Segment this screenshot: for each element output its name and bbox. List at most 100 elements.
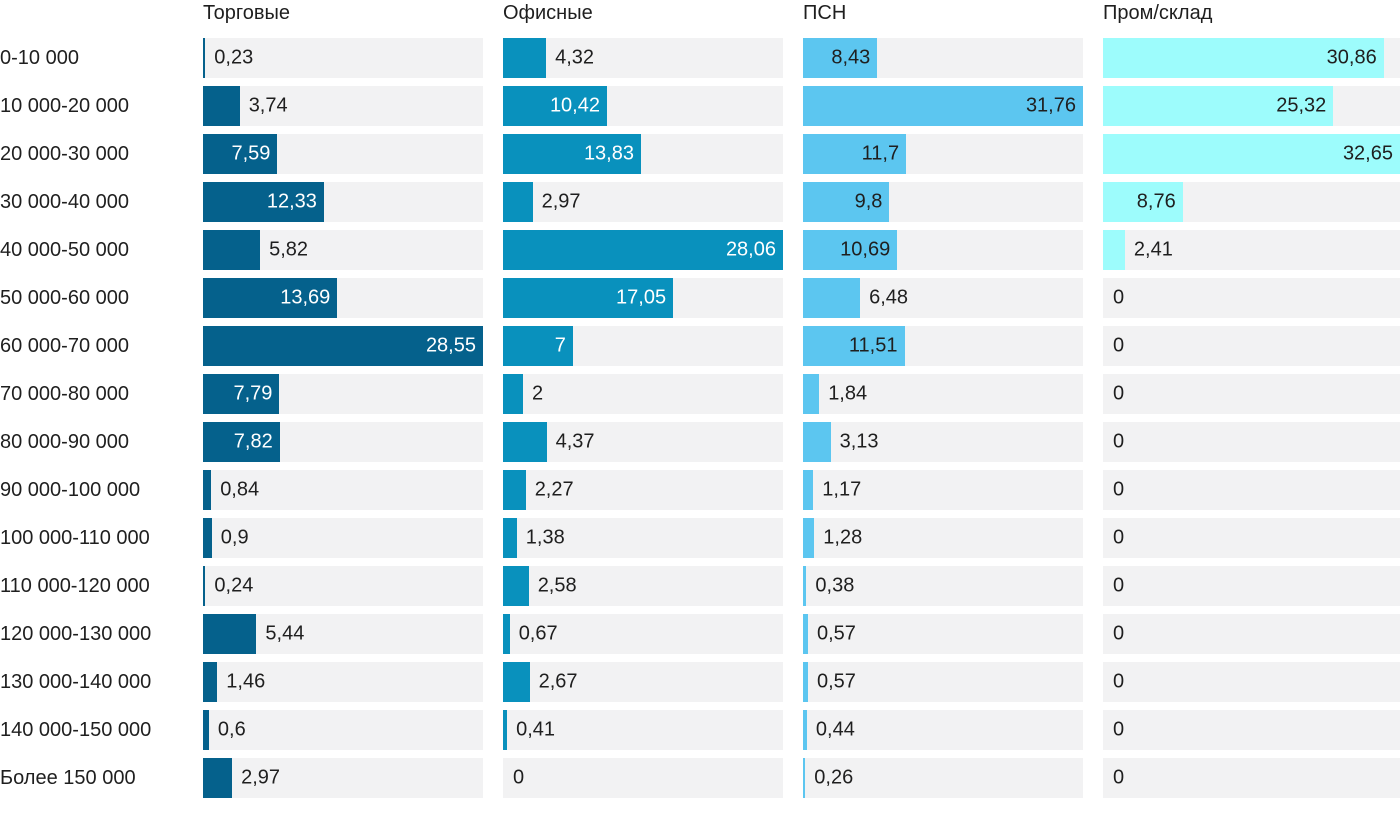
- value-label: 0,38: [815, 574, 855, 597]
- value-label: 2,41: [1133, 238, 1173, 261]
- bar: [203, 326, 483, 366]
- bar-track: 4,32: [503, 38, 783, 78]
- value-label: 2,58: [537, 574, 577, 597]
- bar: [503, 38, 547, 78]
- value-label: 30,86: [1326, 46, 1377, 69]
- category-label: 50 000-60 000: [0, 286, 130, 309]
- value-label: 0: [1113, 478, 1125, 501]
- bar: [803, 230, 898, 270]
- bar-track: 13,69: [203, 278, 483, 318]
- value-label: 2: [532, 382, 544, 405]
- bar-track: 0: [1103, 710, 1400, 750]
- bar-track: 0: [1103, 326, 1400, 366]
- bar: [503, 86, 607, 126]
- bar-track: 7: [503, 326, 783, 366]
- bar-track: 0: [1103, 566, 1400, 606]
- bar-track: 25,32: [1103, 86, 1400, 126]
- value-label: 32,65: [1342, 142, 1393, 165]
- chart-rows: 0-10 000 0,23 4,32 8,43 30,86 10 000-20 000 3,…: [0, 38, 1400, 798]
- column-header-psn: ПСН: [803, 2, 847, 24]
- bar-track: 7,59: [203, 134, 483, 174]
- bar-track: 2,27: [503, 470, 783, 510]
- bar-track: 17,05: [503, 278, 783, 318]
- bar-track: 1,46: [203, 662, 483, 702]
- chart-row: 90 000-100 000 0,84 2,27 1,17 0: [0, 470, 1400, 510]
- category-label: 70 000-80 000: [0, 382, 130, 405]
- bar: [503, 326, 573, 366]
- bar: [503, 566, 529, 606]
- bar-track: 0: [1103, 374, 1400, 414]
- bar-track: 4,37: [503, 422, 783, 462]
- value-label: 2,97: [541, 190, 581, 213]
- bar: [203, 86, 240, 126]
- column-headers: Торговые Офисные ПСН Пром/склад: [0, 0, 1400, 38]
- value-label: 0: [1113, 286, 1125, 309]
- bar-track: 1,17: [803, 470, 1083, 510]
- bar: [803, 326, 905, 366]
- bar: [1103, 182, 1183, 222]
- value-label: 28,06: [725, 238, 776, 261]
- value-label: 0: [513, 766, 525, 789]
- bar: [203, 230, 261, 270]
- bar-track: 2: [503, 374, 783, 414]
- bar-track: 12,33: [203, 182, 483, 222]
- chart-row: 80 000-90 000 7,82 4,37 3,13 0: [0, 422, 1400, 462]
- value-label: 28,55: [425, 334, 476, 357]
- chart-row: 20 000-30 000 7,59 13,83 11,7 32,65: [0, 134, 1400, 174]
- bar: [503, 182, 533, 222]
- column-header-prom-sklad: Пром/склад: [1103, 2, 1213, 24]
- value-label: 17,05: [616, 286, 667, 309]
- value-label: 7: [554, 334, 566, 357]
- value-label: 0,9: [220, 526, 249, 549]
- category-label: 40 000-50 000: [0, 238, 130, 261]
- bar: [803, 134, 907, 174]
- bar-track: 0: [1103, 614, 1400, 654]
- bar: [803, 758, 806, 798]
- bar-track: 0: [1103, 518, 1400, 558]
- bar-track: 3,74: [203, 86, 483, 126]
- chart-row: 70 000-80 000 7,79 2 1,84 0: [0, 374, 1400, 414]
- bar-track: 0,84: [203, 470, 483, 510]
- category-label: 10 000-20 000: [0, 94, 130, 117]
- value-label: 2,67: [538, 670, 578, 693]
- value-label: 0: [1113, 334, 1125, 357]
- category-label: 110 000-120 000: [0, 574, 150, 597]
- bar-track: 11,7: [803, 134, 1083, 174]
- value-label: 1,38: [525, 526, 565, 549]
- value-label: 5,44: [265, 622, 305, 645]
- category-label: 30 000-40 000: [0, 190, 130, 213]
- bar: [1103, 230, 1125, 270]
- value-label: 0: [1113, 766, 1125, 789]
- bar-track: 9,8: [803, 182, 1083, 222]
- bar-track: 0,23: [203, 38, 483, 78]
- bar: [203, 614, 257, 654]
- value-label: 0,23: [214, 46, 254, 69]
- value-label: 12,33: [266, 190, 317, 213]
- bar-track: 0,6: [203, 710, 483, 750]
- bar: [803, 86, 1083, 126]
- chart-row: 40 000-50 000 5,82 28,06 10,69 2,41: [0, 230, 1400, 270]
- value-label: 3,13: [839, 430, 879, 453]
- bar: [203, 662, 218, 702]
- value-label: 0: [1113, 382, 1125, 405]
- category-label: 60 000-70 000: [0, 334, 130, 357]
- value-label: 0: [1113, 718, 1125, 741]
- bar: [203, 182, 324, 222]
- value-label: 2,97: [241, 766, 281, 789]
- value-label: 7,59: [231, 142, 271, 165]
- value-label: 0,57: [817, 622, 856, 645]
- bar: [203, 278, 338, 318]
- bar: [503, 422, 547, 462]
- bar-track: 0,57: [803, 614, 1083, 654]
- bar-track: 0,9: [203, 518, 483, 558]
- value-label: 13,83: [583, 142, 634, 165]
- bar: [203, 518, 212, 558]
- value-label: 13,69: [280, 286, 331, 309]
- bar: [803, 278, 861, 318]
- bar-track: 7,79: [203, 374, 483, 414]
- column-header-ofisnye: Офисные: [503, 2, 593, 24]
- bar-track: 1,84: [803, 374, 1083, 414]
- chart-row: Более 150 000 2,97 0 0,26 0: [0, 758, 1400, 798]
- bar-track: 30,86: [1103, 38, 1400, 78]
- bar-track: 0,57: [803, 662, 1083, 702]
